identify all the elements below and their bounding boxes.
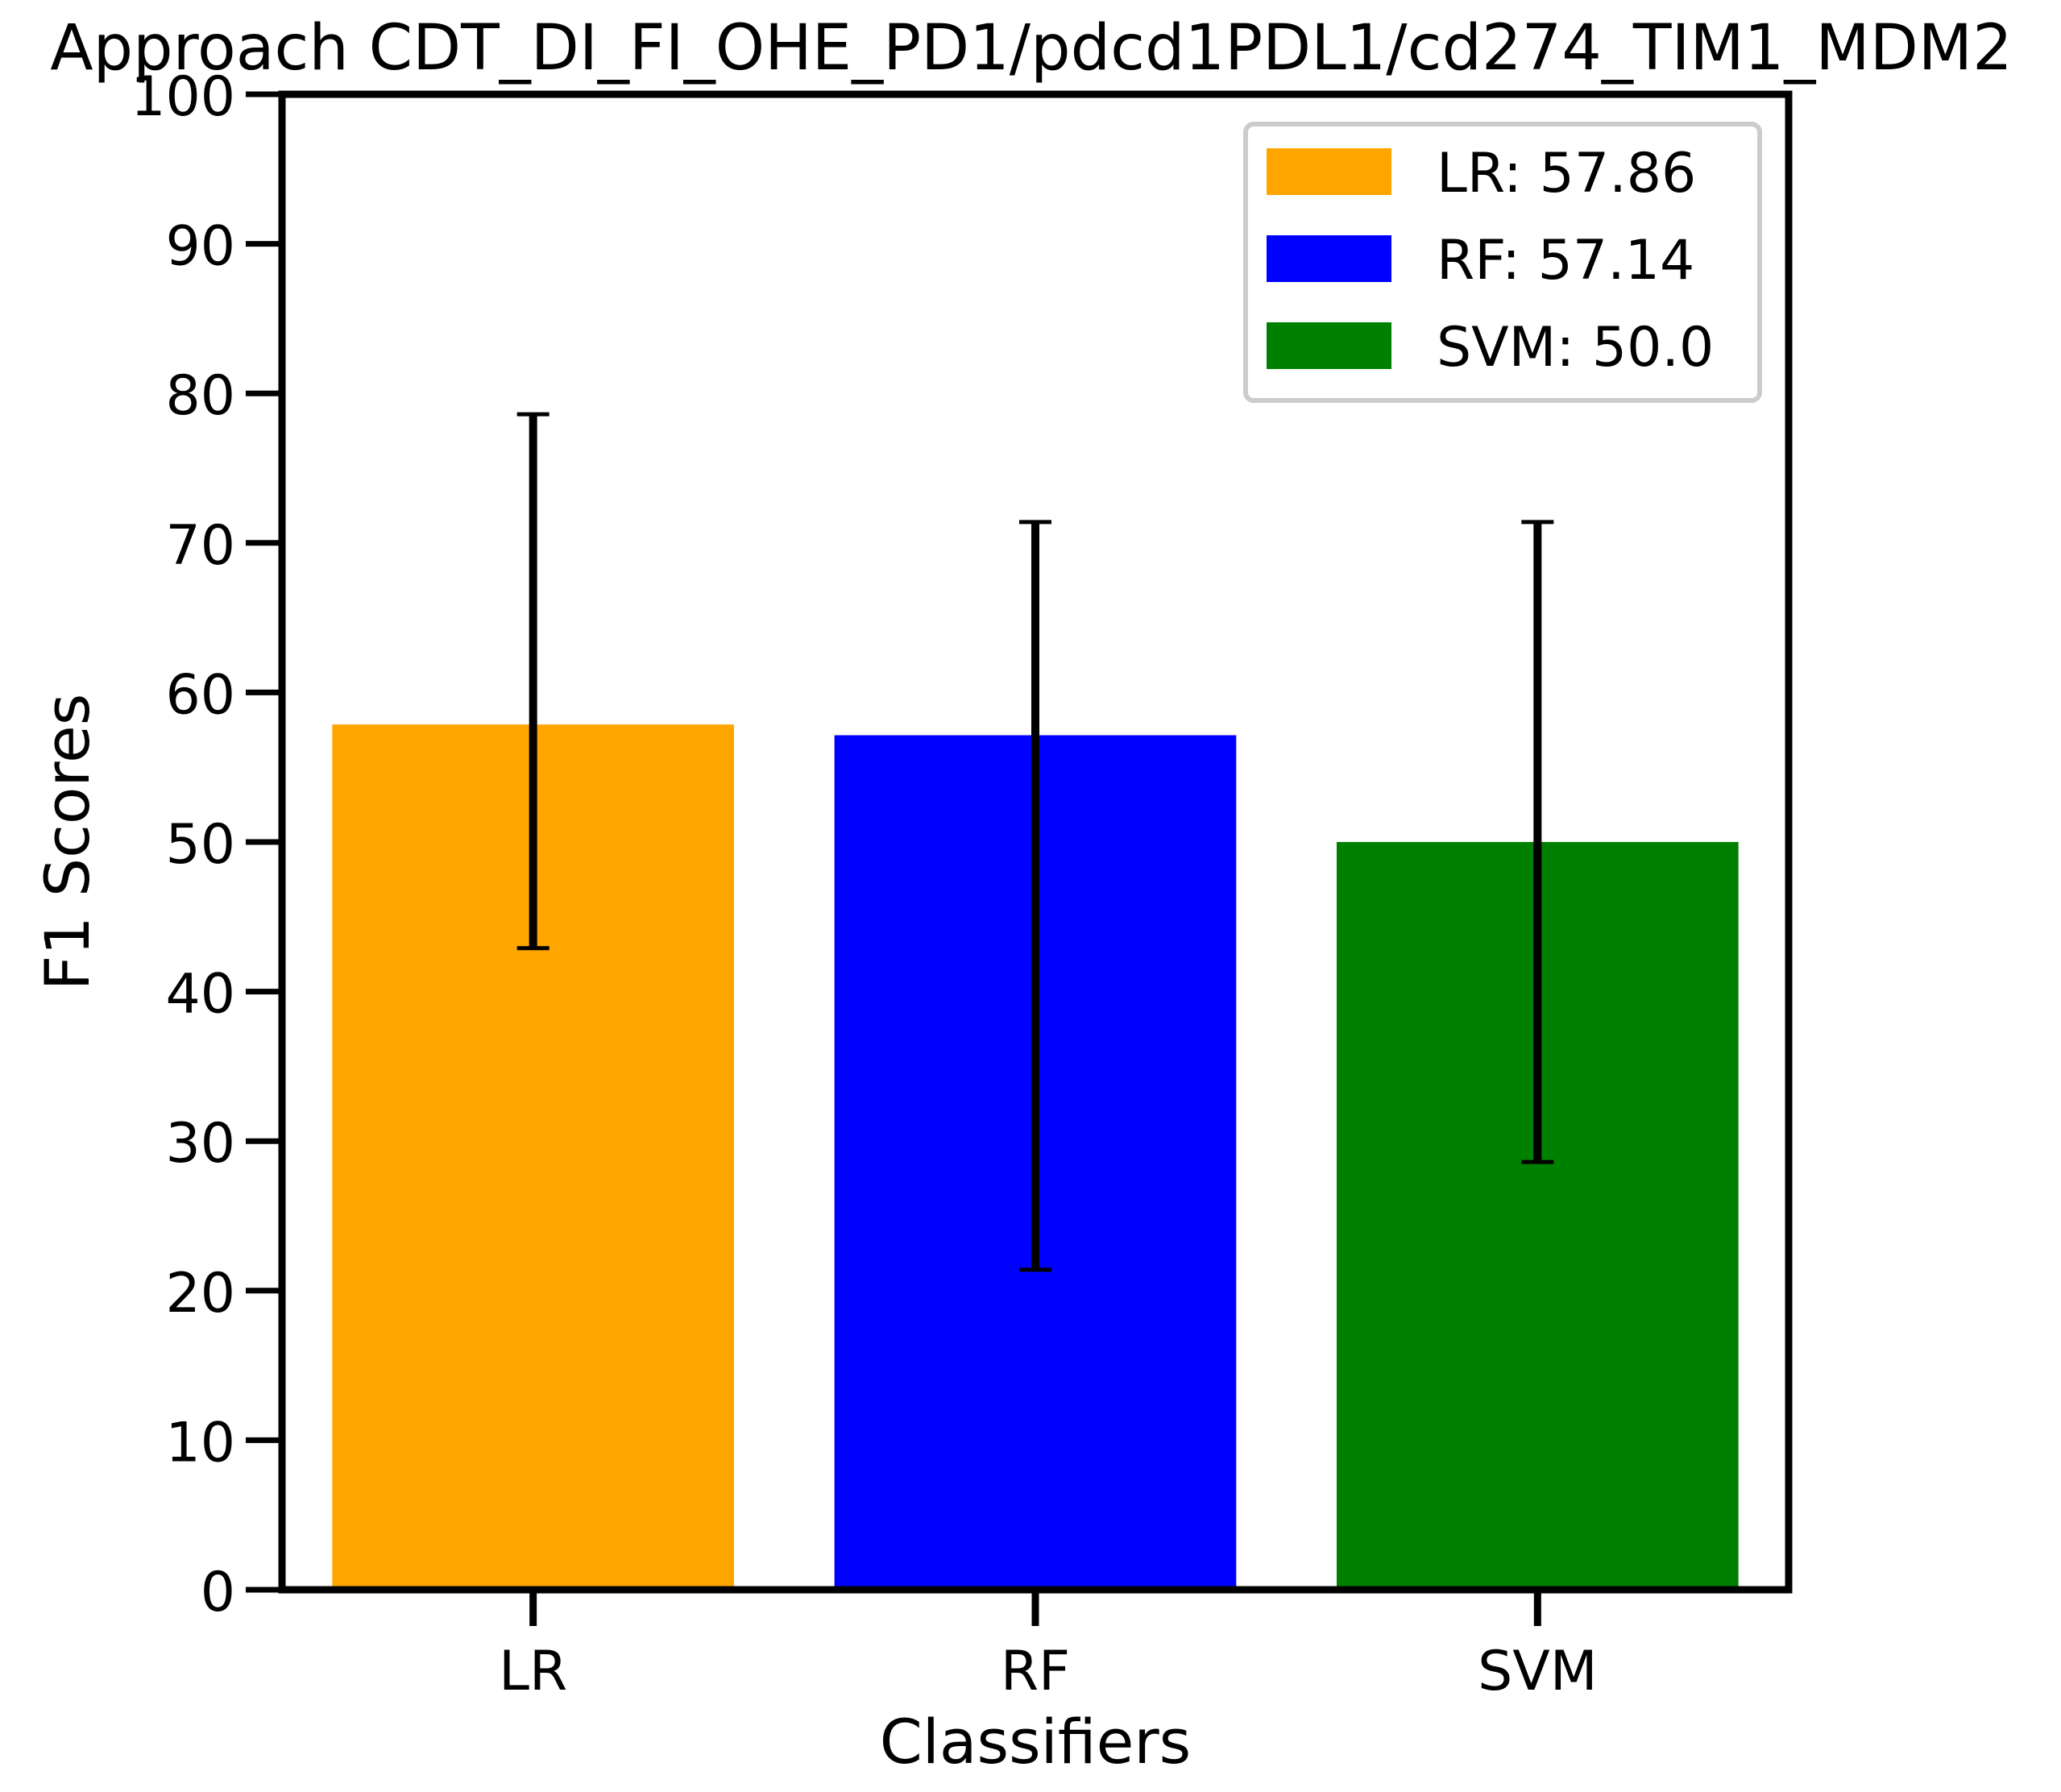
- y-tick-label: 80: [165, 364, 235, 428]
- y-tick-label: 20: [165, 1262, 235, 1325]
- y-tick-label: 30: [165, 1112, 235, 1176]
- y-tick-label: 100: [131, 65, 235, 129]
- y-tick-label: 60: [165, 663, 235, 727]
- legend-swatch: [1267, 235, 1391, 282]
- y-tick-label: 50: [165, 813, 235, 877]
- error-bar-lr: [516, 412, 549, 951]
- error-bars-group: [516, 412, 1554, 1272]
- x-tick-label: LR: [499, 1640, 567, 1703]
- x-tick-label: SVM: [1478, 1640, 1597, 1703]
- legend-swatch: [1267, 322, 1391, 369]
- y-tick-label: 10: [165, 1411, 235, 1475]
- y-axis-label: F1 Scores: [31, 694, 103, 991]
- error-bar-svm: [1521, 520, 1554, 1164]
- x-axis: LR RF SVM: [499, 1590, 1598, 1703]
- y-tick-label: 90: [165, 215, 235, 279]
- y-tick-label: 0: [201, 1561, 235, 1624]
- y-tick-label: 40: [165, 963, 235, 1027]
- legend-item: LR: 57.86: [1267, 142, 1696, 205]
- legend-swatch: [1267, 148, 1391, 195]
- y-axis: 0 10 20 30 40 50 60 70 80 90 100: [131, 65, 282, 1624]
- legend-label: LR: 57.86: [1437, 142, 1696, 205]
- legend-item: RF: 57.14: [1267, 229, 1694, 292]
- y-tick-label: 70: [165, 514, 235, 578]
- legend-item: SVM: 50.0: [1267, 316, 1714, 380]
- legend-label: RF: 57.14: [1437, 229, 1694, 292]
- error-bar-rf: [1019, 520, 1051, 1272]
- chart-title: Approach CDT_DI_FI_OHE_PD1/pdcd1PDL1/cd2…: [50, 12, 2012, 85]
- x-axis-label: Classifiers: [880, 1706, 1192, 1777]
- x-tick-label: RF: [1001, 1640, 1070, 1703]
- legend: LR: 57.86 RF: 57.14 SVM: 50.0: [1243, 122, 1762, 403]
- legend-label: SVM: 50.0: [1437, 316, 1714, 380]
